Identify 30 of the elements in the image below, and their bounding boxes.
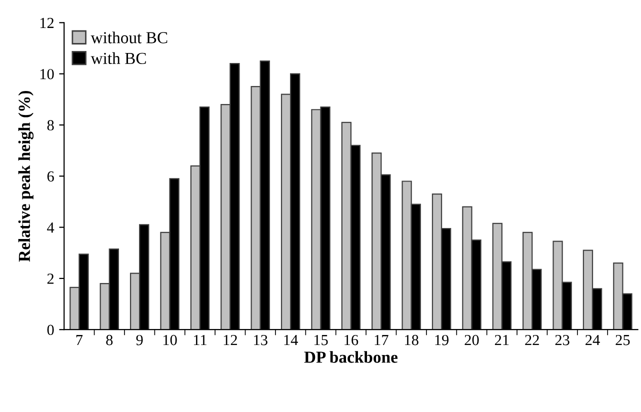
x-tick-label: 11 bbox=[194, 334, 206, 346]
y-tick-label: 8 bbox=[47, 120, 54, 130]
x-tick-label: 18 bbox=[405, 334, 418, 346]
x-axis-title: DP backbone bbox=[304, 351, 398, 363]
x-tick-label: 16 bbox=[344, 334, 358, 346]
y-axis-title: Relative peak heigh (%) bbox=[18, 90, 34, 262]
legend-label: without BC bbox=[90, 32, 168, 44]
x-tick-label: 22 bbox=[525, 334, 539, 346]
y-tick-label: 2 bbox=[47, 274, 54, 284]
y-tick-label: 0 bbox=[47, 324, 54, 336]
x-tick-label: 8 bbox=[106, 334, 113, 346]
x-tick-label: 15 bbox=[314, 334, 328, 346]
x-tick-label: 12 bbox=[224, 334, 237, 346]
x-tick-label: 20 bbox=[464, 334, 479, 346]
legend-label: with BC bbox=[90, 52, 146, 64]
x-tick-label: 9 bbox=[136, 334, 143, 346]
x-tick-label: 23 bbox=[555, 334, 570, 346]
x-tick-label: 10 bbox=[163, 334, 177, 346]
x-tick-label: 19 bbox=[435, 334, 449, 346]
x-tick-label: 25 bbox=[616, 334, 630, 346]
x-tick-label: 21 bbox=[494, 334, 509, 346]
y-tick-label: 4 bbox=[47, 222, 54, 233]
x-tick-label: 24 bbox=[586, 334, 600, 346]
y-tick-label: 6 bbox=[47, 171, 54, 182]
x-tick-label: 13 bbox=[254, 334, 268, 346]
y-tick-label: 12 bbox=[40, 18, 54, 28]
x-tick-label: 7 bbox=[76, 335, 83, 346]
x-tick-label: 14 bbox=[284, 334, 298, 346]
x-tick-label: 17 bbox=[374, 334, 388, 346]
y-tick-label: 10 bbox=[40, 68, 54, 80]
